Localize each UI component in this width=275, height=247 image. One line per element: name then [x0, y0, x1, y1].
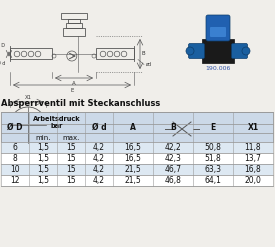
Text: E: E	[210, 123, 216, 131]
Text: 1,5: 1,5	[37, 165, 49, 174]
Bar	[10, 48, 52, 60]
Text: A: A	[130, 123, 136, 131]
Text: X1: X1	[24, 95, 32, 100]
Bar	[1, 164, 273, 175]
Text: 4,2: 4,2	[93, 143, 105, 152]
Text: 10: 10	[10, 165, 20, 174]
Bar	[171, 120, 193, 138]
Text: 1,5: 1,5	[37, 143, 49, 152]
Bar	[68, 19, 80, 23]
Text: 4,2: 4,2	[93, 176, 105, 185]
Bar	[1, 124, 273, 133]
Bar	[63, 28, 85, 36]
Text: 1,5: 1,5	[37, 154, 49, 163]
Text: 63,3: 63,3	[205, 165, 221, 174]
Text: 12: 12	[10, 176, 20, 185]
Text: 16,8: 16,8	[245, 165, 261, 174]
Text: max.: max.	[62, 135, 80, 141]
Text: Ø D: Ø D	[7, 123, 23, 131]
Text: X1: X1	[248, 123, 258, 131]
Text: E: E	[70, 88, 74, 93]
Text: 11,8: 11,8	[245, 143, 261, 152]
Circle shape	[242, 47, 250, 55]
Text: Ø D: Ø D	[0, 42, 6, 47]
Text: Arbeitsdruck
bar: Arbeitsdruck bar	[33, 116, 81, 129]
Text: 15: 15	[66, 143, 76, 152]
Text: 190.006: 190.006	[205, 66, 231, 71]
Text: 13,7: 13,7	[244, 154, 262, 163]
Bar	[96, 48, 134, 60]
Text: 46,7: 46,7	[164, 165, 182, 174]
Text: B: B	[142, 52, 146, 57]
Text: 46,8: 46,8	[164, 176, 182, 185]
Text: 15: 15	[66, 176, 76, 185]
Text: 21,5: 21,5	[125, 176, 141, 185]
FancyBboxPatch shape	[188, 43, 205, 59]
Bar	[1, 133, 273, 142]
Text: Absperrventil mit Steckanschluss: Absperrventil mit Steckanschluss	[1, 99, 160, 108]
Text: 15: 15	[66, 154, 76, 163]
Text: Ø d: Ø d	[0, 61, 5, 65]
Text: 15: 15	[66, 165, 76, 174]
Text: 20,0: 20,0	[244, 176, 262, 185]
Bar	[202, 39, 234, 63]
Text: 1,5: 1,5	[37, 176, 49, 185]
FancyBboxPatch shape	[232, 43, 248, 59]
Bar	[1, 142, 273, 153]
Text: 42,2: 42,2	[165, 143, 182, 152]
Text: A: A	[72, 81, 76, 86]
Text: 16,5: 16,5	[125, 143, 141, 152]
Text: 21,5: 21,5	[125, 165, 141, 174]
Text: Ø d: Ø d	[92, 123, 106, 131]
Bar	[1, 112, 273, 124]
Text: 50,8: 50,8	[205, 143, 221, 152]
Bar	[1, 175, 273, 186]
Bar	[66, 23, 82, 28]
Text: 16,5: 16,5	[125, 154, 141, 163]
Text: 4,2: 4,2	[93, 165, 105, 174]
Text: B: B	[170, 123, 176, 131]
Text: 42,3: 42,3	[164, 154, 182, 163]
Text: min.: min.	[35, 135, 51, 141]
Bar	[61, 13, 87, 19]
Text: 4,2: 4,2	[93, 154, 105, 163]
Text: 64,1: 64,1	[205, 176, 221, 185]
Circle shape	[186, 47, 194, 55]
Text: 6: 6	[13, 143, 17, 152]
FancyBboxPatch shape	[206, 15, 230, 41]
Text: ød: ød	[146, 62, 152, 66]
FancyBboxPatch shape	[210, 27, 226, 37]
Text: 8: 8	[13, 154, 17, 163]
Bar	[1, 153, 273, 164]
Bar	[1, 112, 273, 142]
Text: 51,8: 51,8	[205, 154, 221, 163]
